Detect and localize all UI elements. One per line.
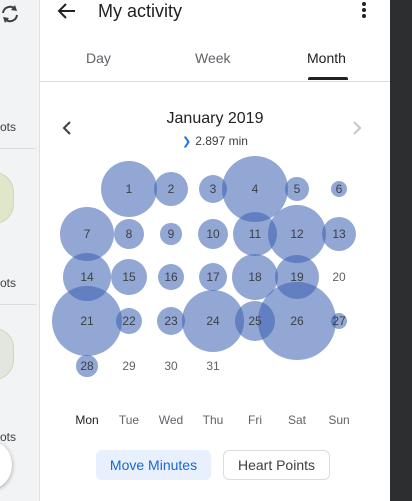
- calendar-day[interactable]: 23: [164, 314, 178, 328]
- activity-bubble: [258, 282, 336, 360]
- month-title: January 2019: [166, 110, 264, 127]
- calendar-day[interactable]: 14: [80, 270, 94, 284]
- weekday-label: Wed: [158, 413, 184, 427]
- strip-divider: [0, 148, 36, 149]
- calendar-day[interactable]: 28: [80, 359, 94, 373]
- sync-icon[interactable]: [0, 4, 20, 24]
- page-title: My activity: [98, 1, 183, 21]
- calendar-day[interactable]: 6: [335, 182, 343, 196]
- app-bar: My activity: [40, 0, 390, 26]
- chevron-right-icon: [353, 121, 362, 135]
- calendar-day[interactable]: 21: [80, 314, 94, 328]
- weekday-label: Tue: [118, 413, 140, 427]
- activity-bubble: [182, 290, 244, 352]
- strip-label: ots: [0, 120, 17, 134]
- chevron-left-icon[interactable]: [60, 120, 74, 136]
- activity-bubble: [321, 216, 357, 252]
- calendar-day[interactable]: 30: [164, 359, 178, 373]
- calendar-day[interactable]: 20: [332, 270, 346, 284]
- activity-bubble: [285, 177, 309, 201]
- calendar-day[interactable]: 24: [206, 314, 220, 328]
- summary-value: 2.897 min: [195, 134, 248, 148]
- calendar-day[interactable]: 1: [125, 182, 133, 196]
- calendar-day[interactable]: 31: [206, 359, 220, 373]
- activity-bubble: [160, 223, 182, 245]
- calendar-day[interactable]: 29: [122, 359, 136, 373]
- activity-bubble: [101, 161, 157, 217]
- weekday-label: Sat: [287, 413, 306, 427]
- activity-bubble: [110, 258, 148, 296]
- calendar-day[interactable]: 13: [332, 227, 346, 241]
- arrow-back-icon[interactable]: [56, 0, 78, 22]
- tab-indicator: [308, 77, 348, 80]
- tab-week[interactable]: Week: [195, 50, 231, 66]
- chevron-right-icon: ❯: [182, 136, 192, 148]
- activity-bubble: [221, 155, 289, 223]
- month-summary[interactable]: ❯ 2.897 min: [40, 134, 390, 148]
- calendar-day[interactable]: 22: [122, 314, 136, 328]
- tab-day[interactable]: Day: [86, 50, 111, 66]
- move-minutes-button[interactable]: Move Minutes: [96, 450, 211, 480]
- activity-bubble: [113, 218, 145, 250]
- activity-bubble: [59, 206, 115, 262]
- calendar-day[interactable]: 17: [206, 270, 220, 284]
- activity-bubble: [76, 355, 98, 377]
- right-edge-bar: [390, 0, 412, 501]
- tab-month[interactable]: Month: [307, 50, 346, 66]
- activity-bubble: [330, 312, 348, 330]
- activity-bubble: [52, 286, 122, 356]
- calendar-day[interactable]: 19: [290, 270, 304, 284]
- calendar-day[interactable]: 11: [248, 227, 262, 241]
- strip-label: ots: [0, 430, 17, 444]
- calendar-day[interactable]: 5: [293, 182, 301, 196]
- weekday-label: Fri: [248, 413, 262, 427]
- activity-bubble: [115, 307, 143, 335]
- weekday-label: Sun: [328, 413, 350, 427]
- calendar-day[interactable]: 7: [83, 227, 91, 241]
- weekday-label: Thu: [202, 413, 224, 427]
- activity-bubble: [330, 180, 348, 198]
- activity-bubble: [197, 218, 229, 250]
- activity-bubble: [157, 307, 185, 335]
- calendar-day[interactable]: 3: [209, 182, 217, 196]
- fab-button[interactable]: [0, 442, 12, 488]
- strip-label: ots: [0, 276, 17, 290]
- calendar-grid: 1 2 3 4 5 6 7 8 9 10 11 12 13 14 15 16 17 18 19 20 21 22 23 24 2…: [40, 0, 390, 501]
- calendar-day[interactable]: 16: [164, 270, 178, 284]
- calendar-day[interactable]: 27: [332, 314, 346, 328]
- calendar-day[interactable]: 9: [167, 227, 175, 241]
- calendar-day[interactable]: 4: [251, 182, 259, 196]
- period-tabs: Day Week Month: [40, 42, 390, 82]
- activity-bubble: [267, 204, 327, 264]
- activity-bubble: [157, 263, 185, 291]
- calendar-day[interactable]: 25: [248, 314, 262, 328]
- calendar-day[interactable]: 2: [167, 182, 175, 196]
- calendar-day[interactable]: 15: [122, 270, 136, 284]
- calendar-day[interactable]: 8: [125, 227, 133, 241]
- calendar-day[interactable]: 12: [290, 227, 304, 241]
- calendar-day[interactable]: 18: [248, 270, 262, 284]
- more-vert-icon[interactable]: [356, 0, 372, 22]
- calendar-day[interactable]: 26: [290, 314, 304, 328]
- weekday-label: Mon: [75, 413, 99, 427]
- strip-divider: [0, 304, 36, 305]
- map-thumbnail[interactable]: [0, 172, 14, 224]
- heart-points-button[interactable]: Heart Points: [223, 450, 330, 480]
- calendar-day[interactable]: 10: [206, 227, 220, 241]
- map-thumbnail[interactable]: [0, 328, 14, 380]
- previous-screen-strip: ots ots ots: [0, 0, 40, 501]
- activity-bubble: [199, 263, 227, 291]
- activity-panel: My activity Day Week Month January 2019 …: [40, 0, 390, 501]
- activity-bubble: [153, 171, 189, 207]
